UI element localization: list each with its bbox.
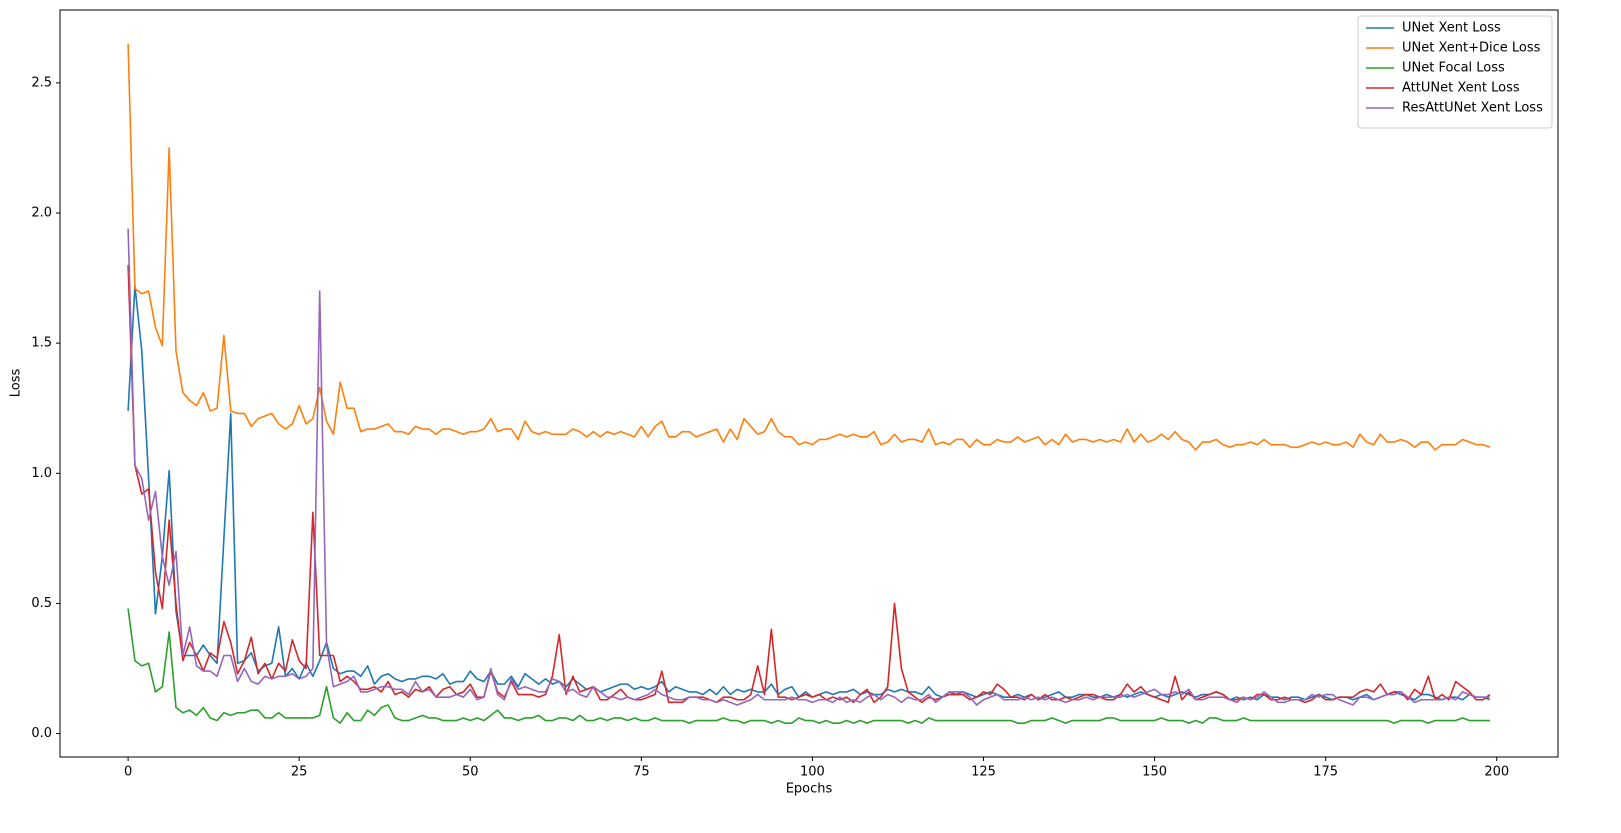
y-tick-label: 0.5 [31, 596, 52, 611]
x-tick-label: 0 [124, 765, 132, 780]
y-tick-label: 1.5 [31, 336, 52, 351]
line-series [127, 265, 1491, 704]
legend-label: UNet Focal Loss [1402, 61, 1505, 76]
line-series [127, 608, 1490, 724]
y-axis-label: Loss [9, 369, 24, 398]
legend-label: ResAttUNet Xent Loss [1402, 101, 1543, 116]
x-axis-label: Epochs [786, 782, 833, 797]
legend-label: UNet Xent+Dice Loss [1402, 41, 1541, 56]
x-tick-label: 100 [800, 765, 825, 780]
x-tick-label: 150 [1142, 765, 1167, 780]
line-series [127, 43, 1491, 451]
y-tick-label: 0.0 [31, 726, 52, 741]
x-tick-label: 25 [291, 765, 308, 780]
y-tick-label: 2.5 [31, 75, 52, 90]
plot-frame [59, 9, 1559, 758]
x-tick-label: 50 [462, 765, 479, 780]
y-tick-label: 2.0 [31, 206, 52, 221]
line-series [127, 228, 1490, 706]
x-tick-label: 75 [633, 765, 650, 780]
legend-label: AttUNet Xent Loss [1402, 81, 1520, 96]
y-tick-label: 1.0 [31, 466, 52, 481]
x-tick-label: 125 [971, 765, 996, 780]
x-tick-label: 200 [1484, 765, 1509, 780]
x-tick-label: 175 [1313, 765, 1338, 780]
legend-label: UNet Xent Loss [1402, 21, 1501, 36]
line-series [127, 285, 1491, 701]
legend-box [1357, 15, 1553, 129]
